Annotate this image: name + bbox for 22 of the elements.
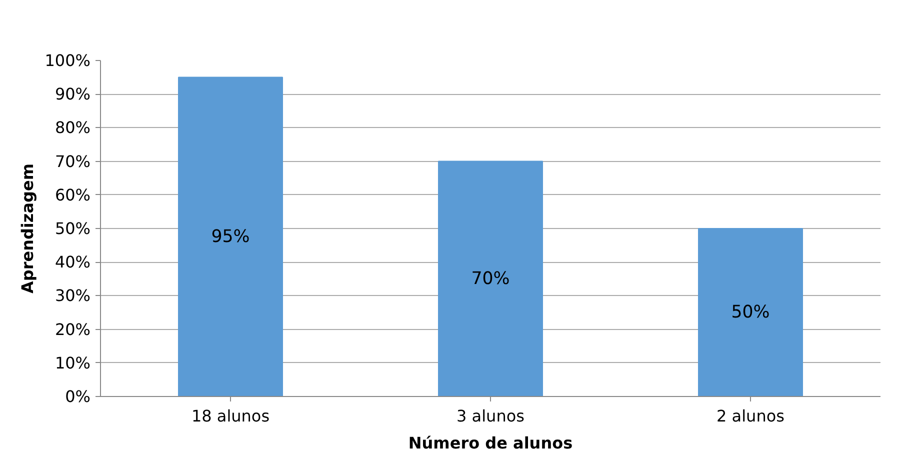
bar: [178, 76, 283, 396]
y-tick-label: 100%: [44, 51, 91, 70]
y-tick-label: 60%: [54, 185, 90, 204]
y-tick-label: 90%: [54, 84, 90, 104]
y-tick-label: 30%: [54, 286, 90, 306]
data-label: 70%: [471, 268, 510, 289]
y-tick-label: 20%: [54, 320, 90, 339]
y-axis-title: Aprendizagem: [18, 163, 37, 294]
y-tick-label: 40%: [54, 252, 90, 272]
bar: [438, 160, 543, 396]
x-axis-title: Número de alunos: [408, 434, 573, 452]
x-tick-label: 2 alunos: [716, 406, 784, 426]
bar: [698, 228, 803, 396]
y-tick-label: 0%: [65, 387, 91, 406]
data-label: 50%: [731, 302, 770, 322]
x-tick-label: 3 alunos: [456, 406, 524, 426]
x-tick-label: 18 alunos: [191, 406, 270, 426]
y-tick-label: 70%: [54, 152, 90, 171]
y-tick-label: 50%: [54, 219, 90, 238]
data-label: 95%: [211, 226, 250, 247]
y-tick-label: 80%: [54, 118, 90, 138]
y-tick-label: 10%: [54, 353, 90, 372]
